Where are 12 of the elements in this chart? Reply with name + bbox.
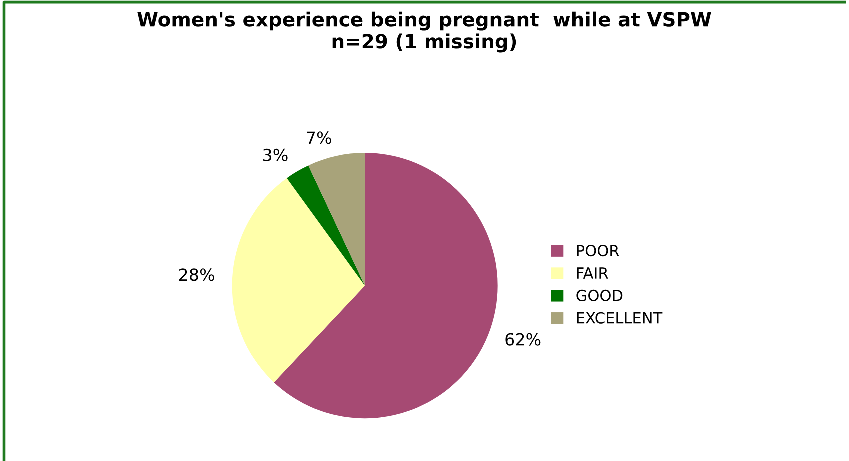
pie-slice bbox=[232, 178, 366, 383]
pie-slice bbox=[287, 166, 366, 286]
data-label: 28% bbox=[180, 268, 214, 282]
legend-label: FAIR bbox=[577, 268, 608, 279]
data-label: 62% bbox=[506, 333, 541, 346]
chart-title: Women's experience being pregnant while at VSPW n=29 (1 missing) bbox=[138, 12, 712, 53]
data-label: 3% bbox=[264, 148, 288, 162]
legend-label: GOOD bbox=[576, 290, 623, 302]
legend-label: EXCELLENT bbox=[577, 312, 663, 324]
data-label: 7% bbox=[307, 132, 332, 144]
pie-slice bbox=[308, 153, 366, 286]
legend-label: POOR bbox=[577, 245, 620, 257]
